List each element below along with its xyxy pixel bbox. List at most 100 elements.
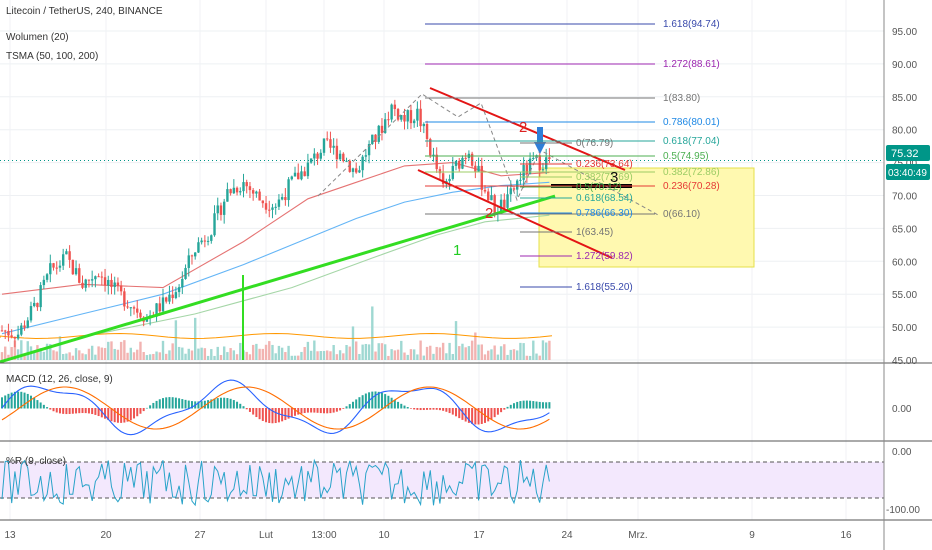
macd-histogram-bar [345, 406, 348, 409]
candle-body [68, 251, 71, 260]
candle-body [229, 189, 232, 194]
macd-histogram-bar [258, 408, 261, 420]
macd-histogram-bar [284, 408, 287, 421]
candle-body [187, 255, 190, 268]
macd-histogram-bar [348, 404, 351, 409]
candle-body [416, 108, 419, 121]
volume-bar [367, 344, 371, 360]
candle-body [422, 123, 426, 127]
macd-histogram-bar [162, 398, 164, 409]
volume-bar [390, 349, 393, 360]
macd-histogram-bar [255, 408, 258, 418]
candle-body [20, 325, 23, 335]
indicator-volume: Wolumen (20) [6, 32, 69, 43]
candle-body [55, 267, 58, 269]
candle-body [528, 158, 532, 174]
candle-body [232, 187, 236, 194]
macd-histogram-bar [496, 408, 499, 415]
candle-body [503, 199, 506, 208]
volume-bar [364, 343, 368, 360]
candle-body [235, 187, 239, 193]
macd-histogram-bar [371, 391, 374, 409]
volume-bar [422, 355, 426, 360]
macd-histogram-bar [374, 391, 377, 409]
macd-histogram-bar [525, 400, 528, 409]
volume-ma-line [0, 332, 553, 340]
macd-histogram-bar [387, 395, 390, 409]
candle-body [268, 209, 271, 211]
candle-body [480, 165, 483, 190]
candle-body [441, 173, 445, 185]
candle-body [541, 169, 545, 171]
macd-histogram-bar [455, 408, 458, 417]
green-trendline [0, 194, 556, 364]
fib-b-label: 1.618(55.20) [576, 282, 633, 293]
candle-body [438, 169, 442, 174]
candle-body [364, 155, 368, 157]
volume-bar [229, 348, 232, 360]
macd-histogram-bar [42, 404, 45, 409]
candle-body [45, 274, 49, 280]
volume-bar [222, 346, 226, 360]
candle-body [7, 330, 10, 336]
macd-histogram-bar [313, 408, 316, 413]
volume-bar [174, 320, 178, 360]
blue-arrow-marker [534, 142, 546, 154]
volume-bar [287, 345, 290, 360]
drawings [0, 87, 884, 364]
volume-bar [435, 346, 438, 360]
price-tick-label: 60.00 [892, 257, 917, 268]
volume-bar [65, 353, 68, 360]
candle-body [509, 188, 512, 195]
candle-body [309, 158, 313, 163]
macd-histogram-bar [413, 408, 416, 410]
volume-bar [509, 349, 512, 360]
candle-body [248, 186, 252, 191]
macd-histogram-bar [10, 392, 13, 409]
fib-b-label: 1.272(59.82) [576, 251, 633, 262]
volume-bar [309, 350, 313, 360]
candle-body [107, 279, 110, 286]
macd-histogram-bar [29, 395, 32, 409]
macd-histogram-bar [158, 399, 161, 409]
macd-histogram-bar [174, 397, 177, 409]
candle-body [210, 235, 213, 241]
volume-bar [348, 346, 351, 360]
candle-body [425, 123, 429, 140]
macd-histogram-bar [81, 408, 84, 414]
volume-bar [493, 345, 496, 360]
macd-histogram-bar [458, 408, 461, 419]
macd-histogram-bar [239, 403, 242, 409]
candle-body [297, 172, 300, 180]
volume-bar [226, 352, 229, 360]
volume-bar [297, 355, 300, 360]
time-tick-label: 17 [473, 530, 485, 541]
candle-body [258, 191, 261, 201]
volume-bar [429, 345, 432, 360]
volume-bar [0, 352, 4, 360]
volume-bar [61, 353, 65, 360]
volume-bar [16, 349, 20, 360]
candle-body [277, 199, 281, 207]
price-tick-label: 55.00 [892, 290, 917, 301]
macd-histogram-bar [448, 408, 451, 414]
candle-body [374, 134, 377, 142]
macd-histogram-bar [1, 397, 3, 409]
wr-tick-label-top: 0.00 [892, 447, 912, 458]
candle-body [432, 154, 435, 156]
volume-bar [235, 354, 239, 360]
macd-histogram-bar [461, 408, 464, 420]
volume-bar [206, 355, 210, 360]
volume-bar [371, 306, 374, 360]
candle-body [409, 110, 413, 124]
macd-line [1, 379, 550, 436]
volume-bar [503, 344, 506, 360]
volume-bar [403, 352, 406, 360]
macd-histogram-bar [384, 394, 387, 409]
macd-histogram-bar [358, 397, 361, 409]
macd-histogram-bar [236, 401, 239, 409]
macd-histogram-bar [200, 401, 203, 409]
macd-histogram-bar [474, 408, 477, 425]
volume-bar [13, 340, 17, 360]
